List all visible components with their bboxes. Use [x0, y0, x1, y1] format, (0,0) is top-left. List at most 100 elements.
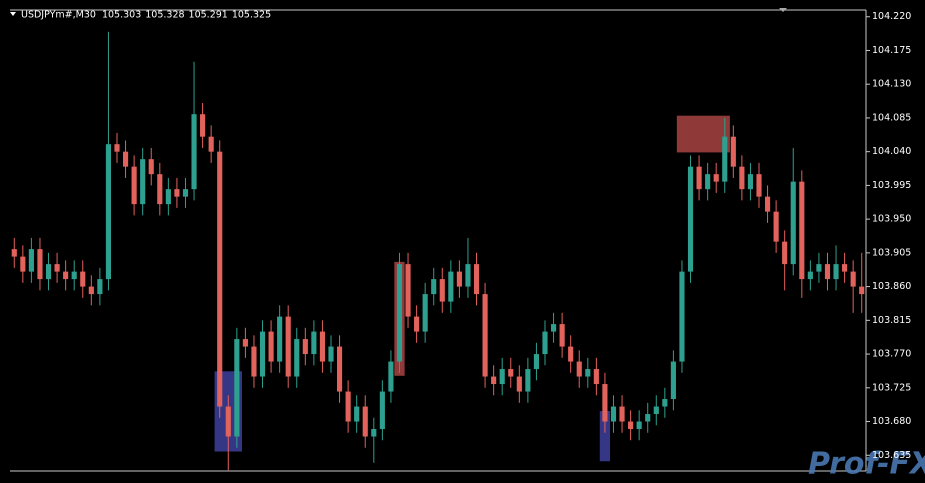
- candle-body: [790, 181, 796, 265]
- candle-body: [739, 166, 745, 190]
- candle-body: [499, 369, 505, 385]
- candle-body: [191, 114, 197, 190]
- candle-body: [645, 414, 651, 422]
- candle-body: [576, 361, 582, 377]
- zone: [676, 115, 730, 153]
- candle-body: [533, 354, 540, 370]
- y-tick-label: 103.725: [872, 382, 911, 393]
- candle-body: [294, 339, 300, 377]
- candle-body: [670, 361, 676, 400]
- candle-body: [105, 144, 112, 280]
- candle-body: [824, 264, 831, 280]
- candle-body: [842, 264, 848, 272]
- candle-body: [516, 376, 522, 392]
- candle-body: [20, 256, 26, 272]
- candle-body: [542, 331, 548, 355]
- y-tick-label: 103.905: [872, 247, 911, 258]
- y-tick-label: 103.770: [872, 349, 911, 360]
- candle-body: [63, 271, 69, 280]
- candle-body: [782, 241, 788, 265]
- candle-body: [636, 421, 642, 430]
- candle-body: [285, 316, 291, 377]
- candle-body: [456, 271, 462, 287]
- chart-symbol: USDJPYm#,M30: [21, 10, 96, 21]
- candle-body: [302, 339, 308, 355]
- candle-body: [550, 324, 557, 332]
- candle-body: [850, 271, 856, 287]
- candle-body: [217, 151, 223, 407]
- candle-body: [379, 391, 385, 430]
- candle-body: [525, 369, 531, 392]
- candle-body: [799, 181, 805, 280]
- candle-body: [259, 331, 266, 377]
- candle-body: [97, 279, 103, 295]
- candle-body: [37, 249, 43, 280]
- candle-body: [165, 189, 171, 205]
- y-tick-label: 103.680: [872, 416, 911, 427]
- y-tick-label: 103.950: [872, 214, 911, 225]
- candle-body: [730, 136, 736, 167]
- candle-body: [45, 264, 52, 280]
- candle-body: [371, 429, 377, 437]
- candle-body: [713, 174, 719, 182]
- candle-body: [131, 166, 137, 205]
- y-tick-label: 104.220: [872, 11, 911, 22]
- candle-body: [174, 189, 180, 197]
- candle-body: [773, 211, 779, 242]
- candle-body: [491, 376, 497, 385]
- candle-body: [319, 331, 326, 362]
- candle-body: [54, 264, 60, 272]
- candle-body: [593, 369, 599, 385]
- candle-body: [71, 271, 77, 280]
- candle-body: [422, 294, 428, 332]
- menu-arrow[interactable]: [10, 12, 16, 16]
- candle-body: [448, 271, 454, 302]
- quote-value: 105.325: [232, 10, 271, 21]
- candle-body: [816, 264, 822, 272]
- candle-body: [114, 144, 120, 152]
- watermark: Prof-FX: [808, 447, 925, 482]
- candle-body: [396, 264, 403, 362]
- candle-body: [859, 286, 865, 295]
- candle-body: [148, 159, 154, 175]
- y-tick-label: 104.040: [872, 146, 911, 157]
- candle-body: [807, 271, 813, 280]
- candle-body: [388, 361, 394, 392]
- candle-body: [11, 249, 17, 257]
- candle-body: [157, 174, 163, 205]
- candle-body: [28, 249, 34, 272]
- candle-body: [336, 346, 343, 392]
- plot: [11, 31, 865, 471]
- candle-body: [405, 264, 411, 317]
- candle-body: [747, 174, 754, 190]
- candle-body: [756, 174, 762, 197]
- candle-body: [414, 316, 420, 332]
- candle-body: [705, 174, 711, 190]
- candle-body: [602, 384, 608, 422]
- shift-marker: [779, 8, 787, 12]
- candle-body: [473, 264, 480, 295]
- candle-body: [268, 331, 274, 362]
- candle-body: [88, 286, 94, 295]
- candle-body: [225, 406, 231, 437]
- candle-body: [568, 346, 574, 362]
- candle-body: [619, 406, 625, 422]
- candle-body: [328, 346, 334, 362]
- candle-body: [200, 114, 206, 137]
- candle-body: [508, 369, 514, 377]
- candle-body: [208, 136, 214, 152]
- quote-value: 105.328: [145, 10, 184, 21]
- candle-body: [122, 151, 129, 167]
- y-tick-label: 104.085: [872, 112, 911, 123]
- candle-body: [362, 406, 368, 437]
- candle-body: [242, 339, 248, 347]
- candle-body: [482, 294, 488, 377]
- candle-body: [696, 166, 702, 190]
- candle-body: [234, 339, 240, 437]
- candle-body: [140, 159, 146, 205]
- candle-body: [833, 264, 839, 280]
- candle-body: [80, 271, 86, 287]
- quote-value: 105.303: [102, 10, 141, 21]
